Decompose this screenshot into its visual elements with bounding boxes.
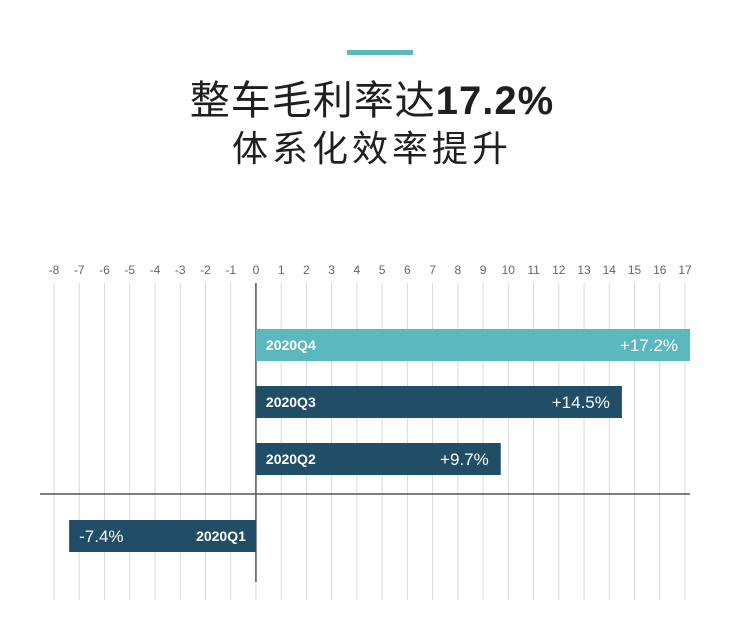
x-tick-label: -6 bbox=[99, 263, 110, 277]
bar-2020q2 bbox=[255, 443, 501, 475]
bar-category-label: 2020Q4 bbox=[266, 337, 316, 353]
bar-2020q4 bbox=[255, 329, 691, 361]
bar-value-label: +14.5% bbox=[552, 393, 610, 412]
x-tick-label: 7 bbox=[429, 263, 436, 277]
x-tick-label: 0 bbox=[253, 263, 260, 277]
x-tick-label: -4 bbox=[150, 263, 161, 277]
x-tick-label: 14 bbox=[603, 263, 617, 277]
x-tick-label: 5 bbox=[379, 263, 386, 277]
x-tick-label: 6 bbox=[404, 263, 411, 277]
x-tick-label: 10 bbox=[502, 263, 516, 277]
bar-2020q3 bbox=[255, 386, 622, 418]
x-tick-label: 16 bbox=[653, 263, 667, 277]
x-axis-ticks: -8 -7 -6 -5 -4 -3 -2 -1 0 1 2 3 4 5 6 7 8 9 10 11 12 13 14 15 16… bbox=[49, 263, 692, 277]
chart-title: 整车毛利率达17.2% bbox=[0, 78, 744, 124]
x-tick-label: 13 bbox=[577, 263, 591, 277]
bar-category-label: 2020Q2 bbox=[266, 451, 316, 467]
bar-value-label: -7.4% bbox=[79, 527, 123, 546]
bar-category-label: 2020Q3 bbox=[266, 394, 316, 410]
x-tick-label: -7 bbox=[74, 263, 85, 277]
x-tick-label: 17 bbox=[678, 263, 692, 277]
x-tick-label: -3 bbox=[175, 263, 186, 277]
x-tick-label: -8 bbox=[49, 263, 60, 277]
x-tick-label: 9 bbox=[480, 263, 487, 277]
x-tick-label: 15 bbox=[628, 263, 642, 277]
x-tick-label: -1 bbox=[225, 263, 236, 277]
x-tick-label: 8 bbox=[454, 263, 461, 277]
accent-bar bbox=[347, 50, 413, 55]
x-tick-label: 3 bbox=[328, 263, 335, 277]
x-tick-label: 12 bbox=[552, 263, 566, 277]
x-tick-label: -2 bbox=[200, 263, 211, 277]
chart-subtitle: 体系化效率提升 bbox=[231, 129, 512, 170]
x-tick-label: 2 bbox=[303, 263, 310, 277]
bar-category-label: 2020Q1 bbox=[196, 528, 246, 544]
bars: 2020Q4 +17.2% 2020Q3 +14.5% 2020Q2 +9.7% 2020Q… bbox=[69, 329, 691, 552]
x-tick-label: 1 bbox=[278, 263, 285, 277]
x-tick-label: 4 bbox=[354, 263, 361, 277]
x-tick-label: -5 bbox=[124, 263, 135, 277]
title-prefix: 整车毛利率达 bbox=[189, 78, 436, 124]
title-highlight: 17.2% bbox=[435, 79, 555, 123]
bar-2020q1 bbox=[69, 520, 256, 552]
bar-value-label: +17.2% bbox=[620, 336, 678, 355]
bar-value-label: +9.7% bbox=[440, 450, 489, 469]
x-tick-label: 11 bbox=[527, 263, 540, 277]
